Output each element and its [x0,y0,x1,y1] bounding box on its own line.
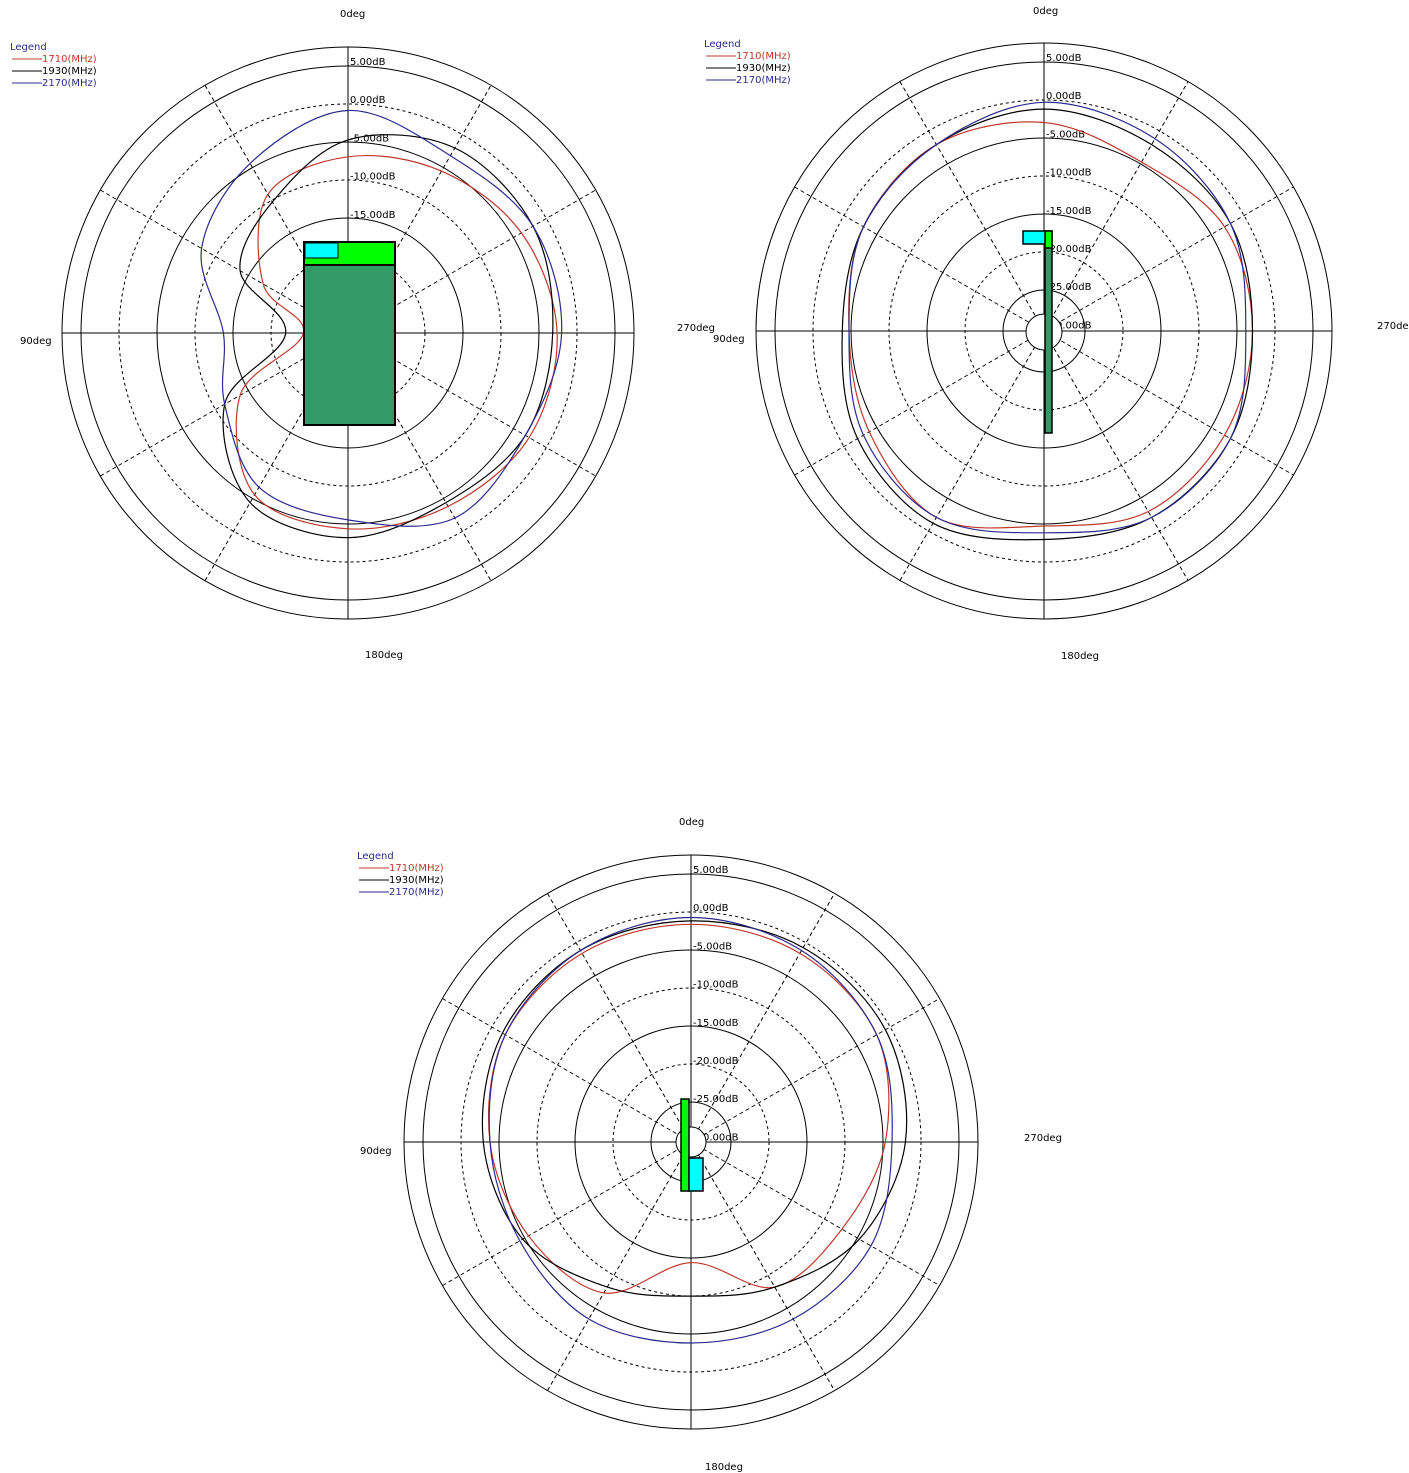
series-group [481,916,908,1344]
angle-label-top: 0deg [340,9,365,20]
series-group [200,109,563,539]
angle-label-left: 90deg [713,334,745,345]
ring-label: 0.00dB [693,903,729,914]
legend-title: Legend [10,42,47,53]
ring-label: -10.00dB [1046,168,1092,179]
ring-label: 5.00dB [693,865,729,876]
series-line-2170mhz [200,109,563,527]
series-line-1930mhz [481,920,908,1297]
antenna-feed [1022,230,1046,245]
antenna-illustration [303,241,396,426]
ring-label: 0.00dB [350,95,386,106]
legend-title: Legend [704,39,741,50]
series-line-2170mhz [488,916,893,1344]
antenna-body [1044,230,1053,434]
series-line-2170mhz [848,101,1247,534]
legend-entry: 1710(MHz) [42,54,97,65]
spoke-line [204,85,492,581]
spoke-line [204,85,492,581]
angle-label-left: 90deg [20,336,52,347]
antenna-feed [304,242,339,259]
angle-label-right: 270deg [1024,1133,1062,1144]
series-line-1710mhz [235,154,558,530]
ring-label: -15.00dB [1046,206,1092,217]
ring-label: 5.00dB [350,57,386,68]
spoke-line [100,189,596,477]
ring-label: -15.00dB [350,210,396,221]
angle-labels: 0deg 90deg 270deg 180deg [713,6,1409,662]
ring-label: -5.00dB [693,941,732,952]
angle-label-bottom: 180deg [705,1462,743,1473]
ring-label: -5.00dB [350,133,389,144]
angle-label-right: 270deg [677,323,715,334]
ring-label: -5.00dB [1046,129,1085,140]
legend-entry: 1930(MHz) [389,875,444,886]
angle-label-bottom: 180deg [1061,651,1099,662]
angle-label-top: 0deg [679,817,704,828]
polar-chart-3: 5.00dB 0.00dB -5.00dB -10.00dB -15.00dB -20.0… [357,817,1062,1473]
ring-label: -20.00dB [1046,244,1092,255]
legend-entry: 1710(MHz) [389,863,444,874]
antenna-top-strip [1044,230,1053,249]
ring-label: -30.00dB [693,1132,739,1143]
antenna-illustration [1022,230,1063,434]
ring-label: -25.00dB [1046,282,1092,293]
antenna-body [680,1098,690,1192]
angle-label-top: 0deg [1033,6,1058,17]
polar-chart-1: 5.00dB0.00dB-5.00dB-10.00dB-15.00dB-20.0… [10,9,715,661]
legend-entry: 2170(MHz) [42,78,97,89]
ring-label: -15.00dB [693,1018,739,1029]
ring-label: -25.00dB [693,1094,739,1105]
angle-labels: 0deg 90deg 270deg 180deg [360,817,1062,1473]
series-group [841,101,1254,541]
ring-label: -20.00dB [693,1056,739,1067]
legend-entry: 1930(MHz) [736,63,791,74]
angle-label-left: 90deg [360,1146,392,1157]
angle-label-bottom: 180deg [365,650,403,661]
antenna-body [303,241,396,426]
angle-labels: 0deg 90deg 270deg 180deg [20,9,715,661]
center-circle [1025,313,1063,351]
legend-entry: 2170(MHz) [736,75,791,86]
ring-labels: 5.00dB0.00dB-5.00dB-10.00dB-15.00dB-20.0… [350,57,396,259]
ring-label: -30.00dB [1046,320,1092,331]
ring-label: 5.00dB [1046,53,1082,64]
ring-label: -10.00dB [350,172,396,183]
polar-chart-2: 5.00dB 0.00dB -5.00dB -10.00dB -15.00dB -20.0… [704,6,1409,662]
ring-labels: 5.00dB 0.00dB -5.00dB -10.00dB -15.00dB -20.0… [693,865,739,1143]
antenna-illustration [675,1098,707,1192]
legend-entry: 1710(MHz) [736,51,791,62]
ring-labels: 5.00dB 0.00dB -5.00dB -10.00dB -15.00dB -20.0… [1046,53,1092,331]
legend-entry: 2170(MHz) [389,887,444,898]
spoke-line [100,189,596,477]
legend-entry: 1930(MHz) [42,66,97,77]
ring-label: 0.00dB [1046,91,1082,102]
antenna-feed [688,1157,704,1192]
ring-label: -10.00dB [693,980,739,991]
angle-label-right: 270deg [1377,321,1409,332]
legend-title: Legend [357,851,394,862]
